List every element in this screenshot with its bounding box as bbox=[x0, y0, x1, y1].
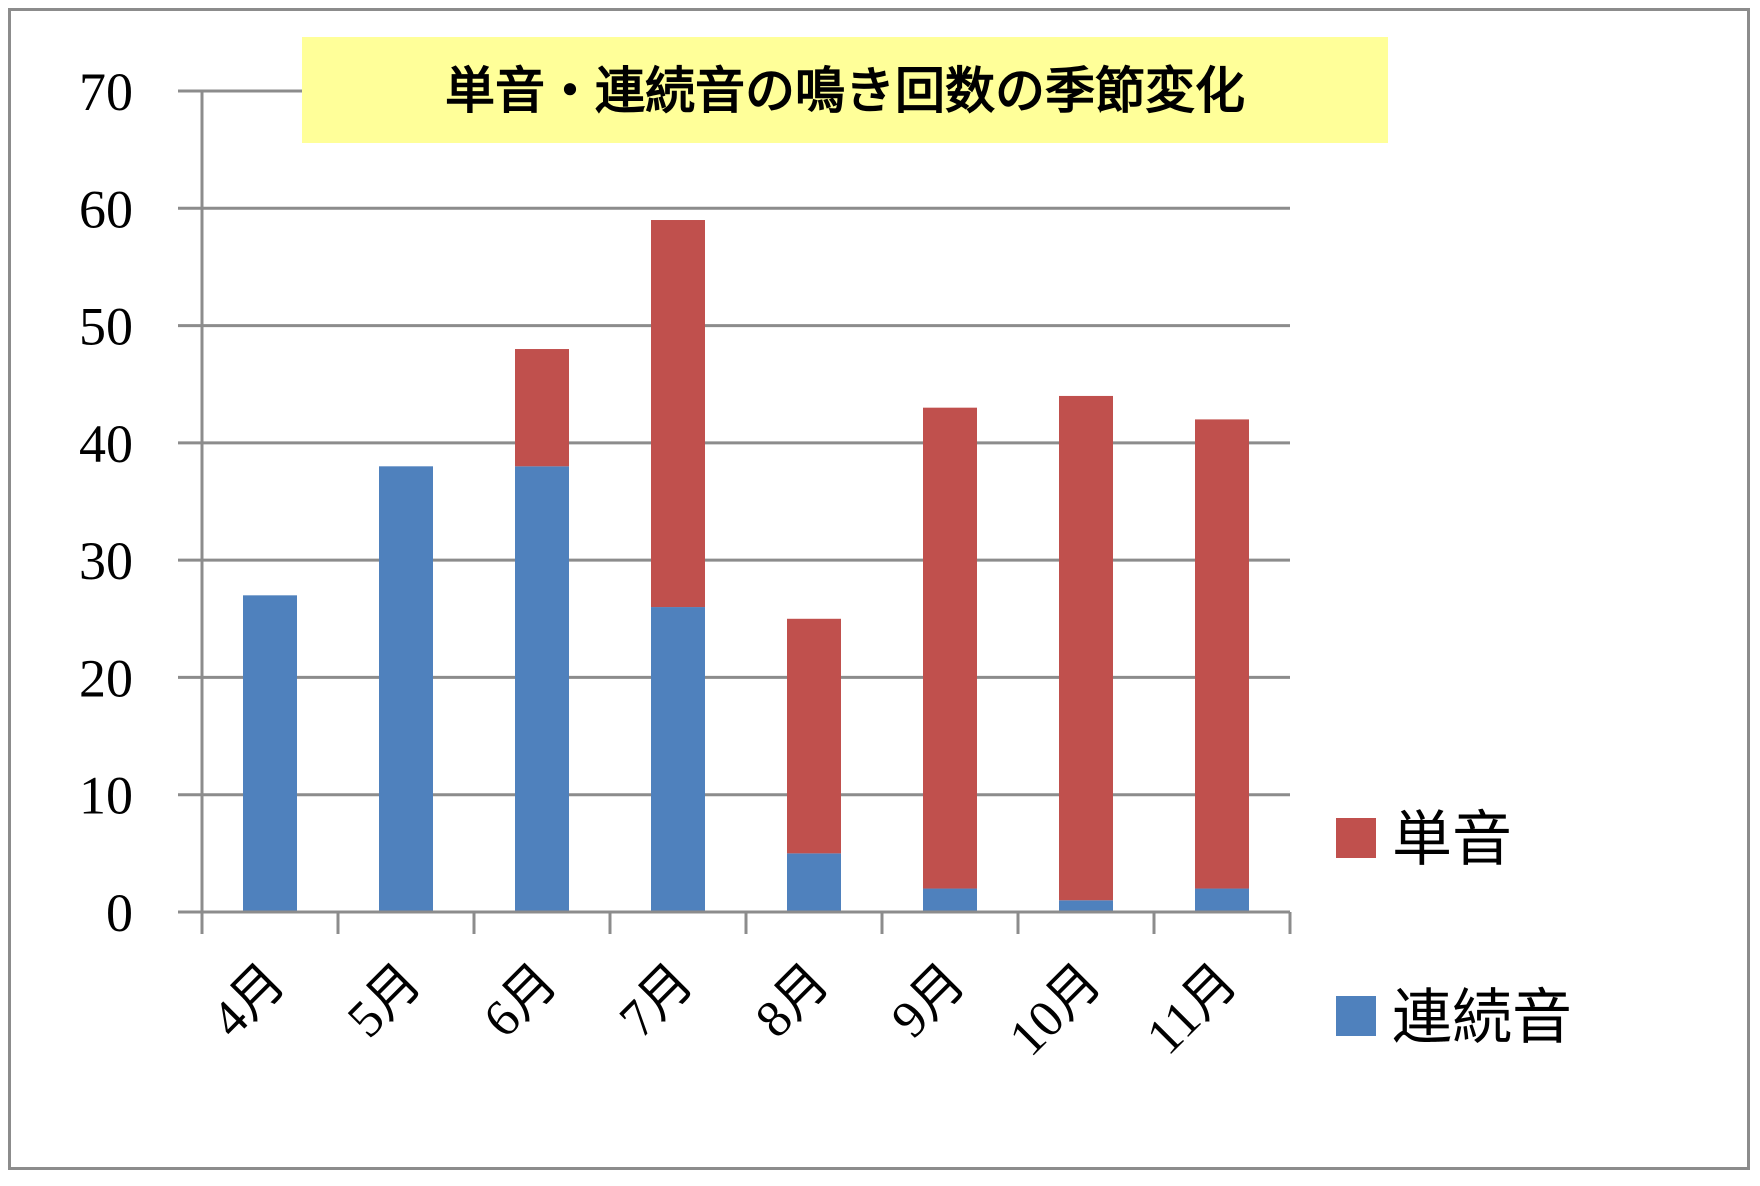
legend-label: 単音 bbox=[1392, 805, 1512, 875]
legend-label: 連続音 bbox=[1392, 983, 1572, 1053]
bar-segment bbox=[787, 853, 841, 912]
x-tick-label: 11月 bbox=[1136, 953, 1248, 1065]
x-tick-label: 9月 bbox=[881, 953, 976, 1048]
y-tick-label: 30 bbox=[79, 531, 133, 591]
bar-segment bbox=[787, 618, 841, 854]
x-tick-label: 5月 bbox=[337, 953, 432, 1048]
gridlines bbox=[178, 89, 1290, 797]
bar-segment bbox=[515, 466, 569, 912]
y-tick-label: 50 bbox=[79, 297, 133, 357]
bar-segment bbox=[1059, 900, 1113, 912]
x-tick-label: 4月 bbox=[201, 953, 296, 1048]
y-tick-label: 60 bbox=[79, 179, 133, 239]
x-tick-label: 8月 bbox=[745, 953, 840, 1048]
chart-title-background bbox=[302, 37, 1388, 143]
y-tick-label: 40 bbox=[79, 414, 133, 474]
bar-segment bbox=[243, 595, 297, 912]
bar-segment bbox=[379, 466, 433, 912]
bar-segment bbox=[651, 607, 705, 912]
bar-segment bbox=[651, 220, 705, 608]
legend-swatch bbox=[1336, 996, 1376, 1036]
bar-segment bbox=[1195, 888, 1249, 912]
bar-segment bbox=[1195, 419, 1249, 889]
chart-title-text: 単音・連続音の鳴き回数の季節変化 bbox=[445, 62, 1245, 120]
y-tick-label: 10 bbox=[79, 766, 133, 826]
bar-segment bbox=[923, 888, 977, 912]
chart-frame bbox=[8, 8, 1750, 1170]
bars bbox=[243, 220, 1249, 912]
y-tick-label: 20 bbox=[79, 648, 133, 708]
x-tick-label: 7月 bbox=[609, 953, 704, 1048]
y-tick-label: 0 bbox=[106, 883, 133, 943]
bar-segment bbox=[515, 349, 569, 467]
bar-segment bbox=[923, 407, 977, 889]
y-tick-label: 70 bbox=[79, 62, 133, 122]
chart-title: 単音・連続音の鳴き回数の季節変化 bbox=[302, 37, 1388, 143]
legend-swatch bbox=[1336, 818, 1376, 858]
x-tick-label: 6月 bbox=[473, 953, 568, 1048]
bar-segment bbox=[1059, 395, 1113, 901]
x-tick-label: 10月 bbox=[999, 953, 1113, 1067]
axes bbox=[178, 91, 1292, 934]
